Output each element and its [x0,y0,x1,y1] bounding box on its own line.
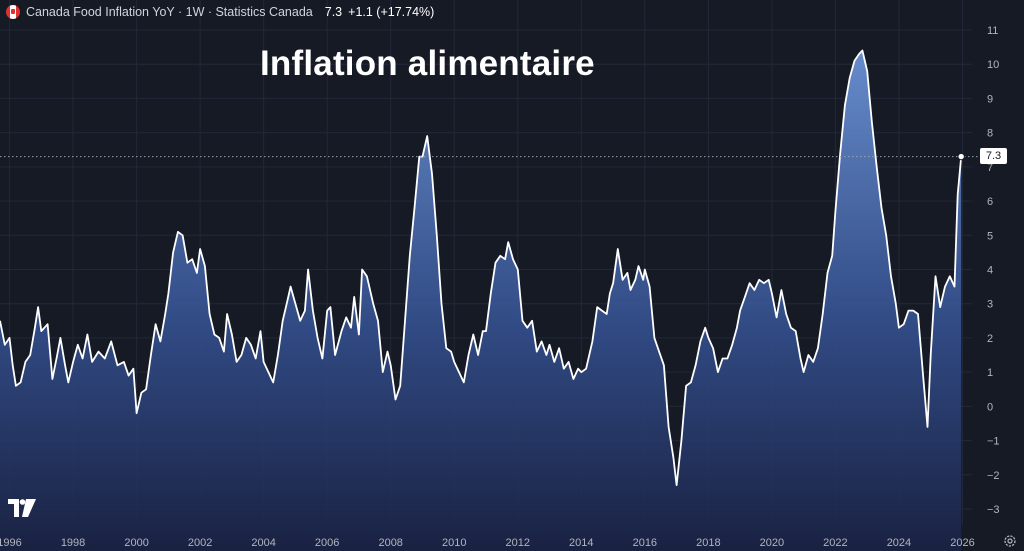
y-tick-label: 10 [987,59,999,71]
y-tick-label: −1 [987,436,1000,448]
y-tick-label: 5 [987,230,993,242]
x-tick-label: 2026 [950,537,974,549]
y-tick-label: 8 [987,128,993,140]
y-tick-label: 6 [987,196,993,208]
x-tick-label: 1998 [61,537,85,549]
x-axis: 1996 1998 2000 2002 2004 2006 2008 2010 2012 2014… [0,537,975,549]
y-axis: −3 −2 −1 0 1 2 3 4 5 6 7 8 9 10 11 [987,25,1000,516]
last-value-badge: 7.3 [980,148,1007,164]
last-value-marker [0,152,978,161]
x-tick-label: 2014 [569,537,593,549]
canada-flag-icon [6,5,20,19]
x-tick-label: 2000 [124,537,148,549]
x-tick-label: 2010 [442,537,466,549]
y-tick-label: 2 [987,333,993,345]
y-tick-label: −2 [987,470,1000,482]
x-tick-label: 1996 [0,537,22,549]
price-change: +1.1 (+17.74%) [348,5,435,19]
y-tick-label: 11 [987,25,998,37]
area-fill [0,50,962,551]
y-tick-label: 9 [987,93,993,105]
x-tick-label: 2006 [315,537,339,549]
overlay-title: Inflation alimentaire [260,44,595,83]
series-area [0,50,962,551]
gear-icon[interactable] [1003,534,1017,548]
x-tick-label: 2024 [887,537,911,549]
x-tick-label: 2018 [696,537,720,549]
y-tick-label: 3 [987,299,993,311]
y-tick-label: 0 [987,401,993,413]
x-tick-label: 2004 [251,537,275,549]
last-price: 7.3 [324,5,343,19]
y-tick-label: 1 [987,367,993,379]
last-value-dot [957,152,965,161]
line-path [0,49,963,486]
x-tick-label: 2002 [188,537,212,549]
series-line [0,49,963,486]
x-tick-label: 2008 [378,537,402,549]
x-tick-label: 2012 [506,537,530,549]
x-tick-label: 2020 [760,537,784,549]
y-tick-label: 4 [987,265,993,277]
y-tick-label: 7 [987,162,993,174]
y-tick-label: −3 [987,504,1000,516]
x-tick-label: 2016 [633,537,657,549]
symbol-title: Canada Food Inflation YoY · 1W · Statist… [26,5,313,19]
symbol-header: Canada Food Inflation YoY · 1W · Statist… [6,3,434,21]
tradingview-logo-icon[interactable] [8,499,36,517]
x-tick-label: 2022 [823,537,847,549]
